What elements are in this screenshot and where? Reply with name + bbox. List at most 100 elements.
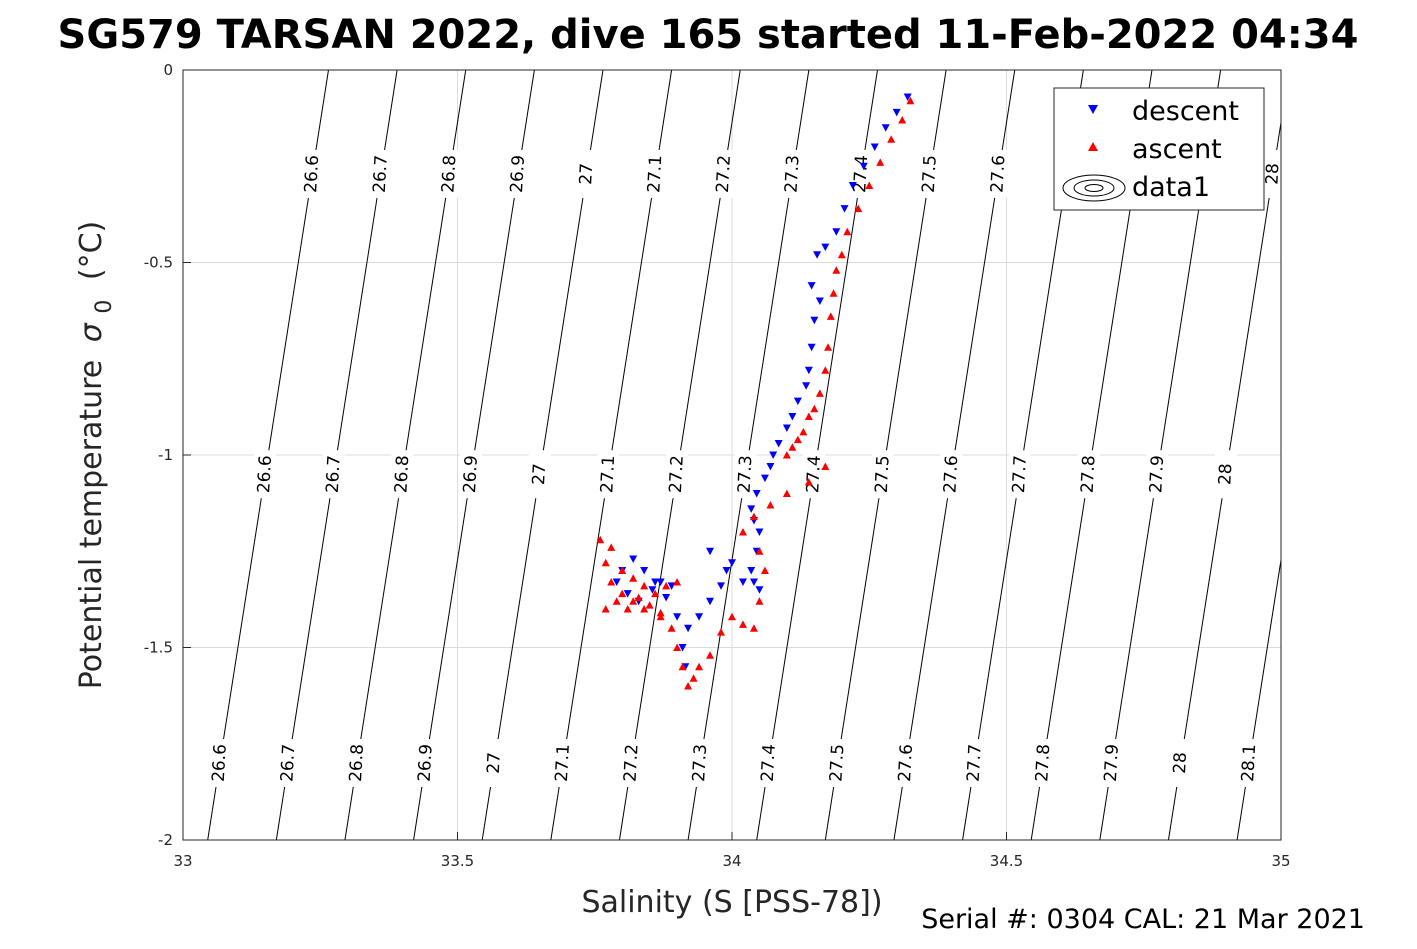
isopycnal-label-gap bbox=[1032, 739, 1055, 787]
ascent-point bbox=[749, 624, 758, 632]
isopycnal-label: 26.8 bbox=[346, 744, 368, 783]
legend-data1-label: data1 bbox=[1132, 172, 1210, 203]
isopycnal-label-gap bbox=[322, 450, 345, 499]
isopycnal-label: 27.3 bbox=[734, 455, 756, 494]
descent-point bbox=[728, 559, 736, 567]
ascent-point bbox=[782, 489, 791, 497]
isopycnal-label: 27.3 bbox=[782, 155, 804, 194]
ascent-point bbox=[673, 643, 682, 651]
isopycnal-label: 26.6 bbox=[254, 455, 276, 494]
isopycnal-line bbox=[1236, 559, 1282, 841]
y-tick-label: -2 bbox=[158, 831, 173, 849]
ascent-point bbox=[634, 593, 643, 601]
descent-point bbox=[793, 397, 802, 406]
serial-calibration-footer: Serial #: 0304 CAL: 21 Mar 2021 bbox=[921, 904, 1365, 935]
descent-point bbox=[747, 505, 756, 513]
ascent-point bbox=[738, 528, 747, 536]
isopycnal-label-gap bbox=[551, 739, 574, 787]
isopycnal-label-gap bbox=[620, 739, 643, 787]
isopycnal-label-gap bbox=[369, 149, 392, 198]
x-tick-label: 33.5 bbox=[441, 852, 474, 870]
isopycnal-label: 27 bbox=[484, 752, 505, 775]
chart-title: SG579 TARSAN 2022, dive 165 started 11-F… bbox=[58, 12, 1359, 58]
descent-point bbox=[859, 162, 868, 171]
isopycnal-label: 27 bbox=[529, 463, 550, 486]
ascent-point bbox=[760, 566, 769, 574]
ascent-point bbox=[618, 566, 627, 574]
ascent-point bbox=[689, 674, 698, 682]
isopycnal-label: 27.7 bbox=[964, 744, 986, 783]
ascent-point bbox=[829, 289, 838, 297]
isopycnal-label: 27.8 bbox=[1078, 455, 1100, 494]
isopycnal-label: 26.8 bbox=[391, 455, 413, 494]
ascent-point bbox=[804, 477, 813, 486]
isopycnal-label: 27.6 bbox=[940, 455, 962, 494]
isopycnal-label: 27.2 bbox=[713, 155, 735, 194]
isopycnal-label: 27.2 bbox=[621, 744, 643, 783]
isopycnal-label-gap bbox=[803, 450, 826, 499]
isopycnal-label-gap bbox=[1261, 149, 1284, 198]
descent-point bbox=[738, 578, 747, 587]
descent-point bbox=[810, 316, 819, 325]
ascent-point bbox=[662, 581, 671, 590]
y-axis-label-unit: (°C) bbox=[74, 221, 109, 280]
isopycnal-label: 28.1 bbox=[1238, 744, 1260, 783]
isopycnal-label-gap bbox=[575, 149, 598, 198]
isopycnal-label: 27.8 bbox=[1032, 744, 1054, 783]
legend: descent ascent data1 bbox=[1053, 87, 1265, 211]
ascent-point bbox=[821, 462, 830, 471]
ascent-point bbox=[843, 227, 852, 236]
isopycnal-label: 27.9 bbox=[1146, 455, 1168, 494]
descent-point bbox=[752, 490, 761, 498]
isopycnal-label-gap bbox=[459, 450, 482, 499]
ascent-point bbox=[596, 535, 605, 544]
descent-point bbox=[651, 578, 660, 587]
ascent-point bbox=[782, 451, 791, 459]
y-axis-label-subscript: 0 bbox=[92, 300, 117, 314]
isopycnal-label: 27.7 bbox=[1009, 455, 1031, 494]
descent-point bbox=[832, 228, 841, 236]
descent-point bbox=[629, 555, 638, 563]
ascent-point bbox=[793, 435, 802, 444]
isopycnal-label: 26.7 bbox=[323, 455, 345, 494]
descent-point bbox=[903, 93, 912, 101]
isopycnal-label-gap bbox=[483, 739, 506, 787]
ascent-point bbox=[717, 628, 726, 636]
ascent-point bbox=[755, 547, 764, 555]
descent-point bbox=[782, 424, 791, 433]
isopycnal-label: 28 bbox=[1262, 163, 1283, 186]
descent-point bbox=[648, 586, 657, 594]
isopycnal-label-gap bbox=[734, 450, 757, 499]
isopycnal-label: 26.9 bbox=[507, 155, 529, 194]
isopycnal-label: 28 bbox=[1215, 463, 1236, 486]
y-tick-label: -1 bbox=[158, 446, 173, 464]
isopycnal-label-gap bbox=[1008, 450, 1031, 499]
descent-point bbox=[881, 124, 890, 132]
isopycnal-label-gap bbox=[1100, 739, 1123, 787]
descent-point bbox=[802, 382, 811, 390]
descent-point bbox=[706, 597, 715, 606]
ascent-point bbox=[667, 624, 676, 632]
isopycnal-label-gap bbox=[414, 739, 437, 787]
series-ascent bbox=[596, 96, 915, 690]
ascent-point bbox=[854, 204, 863, 213]
isopycnal-label: 26.7 bbox=[370, 155, 392, 194]
x-tick-label: 34 bbox=[722, 852, 741, 870]
isopycnal-label-gap bbox=[871, 450, 894, 499]
ascent-point bbox=[651, 589, 660, 598]
ascent-point bbox=[804, 412, 813, 420]
ascent-point bbox=[640, 581, 649, 590]
isopycnal-label-gap bbox=[895, 739, 918, 787]
ascent-point bbox=[629, 597, 638, 605]
ascent-point bbox=[821, 366, 830, 374]
descent-point bbox=[807, 343, 816, 352]
ascent-point bbox=[656, 608, 665, 617]
grid-lines bbox=[183, 70, 1281, 840]
data-series bbox=[596, 93, 915, 690]
ascent-point bbox=[766, 501, 775, 509]
descent-point bbox=[706, 547, 715, 556]
ascent-point bbox=[601, 558, 610, 567]
ascent-point bbox=[673, 578, 682, 586]
isopycnal-label-gap bbox=[987, 149, 1010, 198]
ascent-point bbox=[684, 682, 693, 690]
